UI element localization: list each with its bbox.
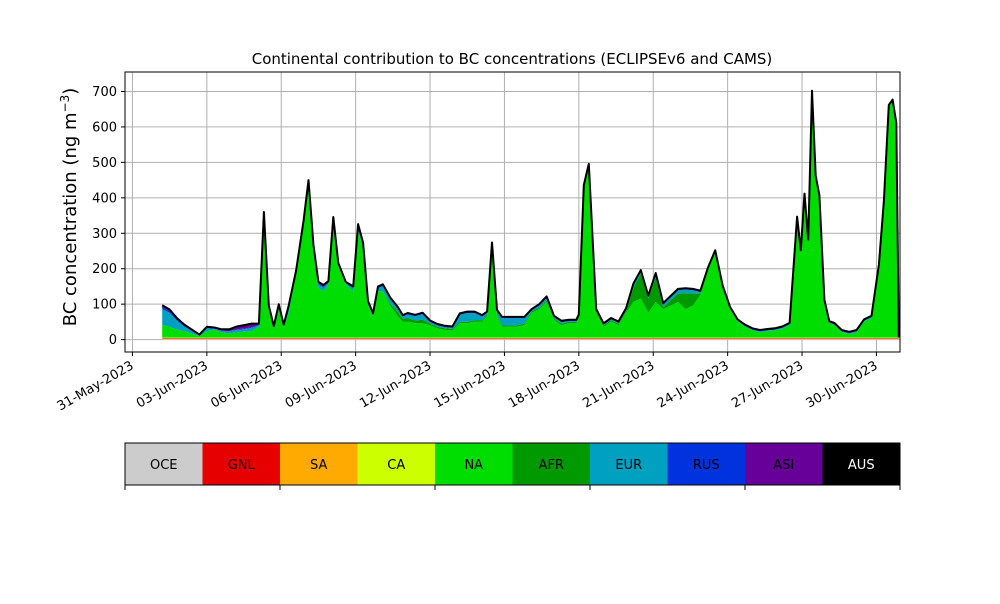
y-axis-label: BC concentration (ng m−3) [58, 88, 81, 327]
color-legend: OCE GNL SA CA NA AFR EUR RUS ASI AUS [125, 443, 900, 490]
legend-label-gnl: GNL [228, 458, 256, 473]
y-tick-label: 400 [92, 191, 117, 206]
area-oce [162, 339, 899, 340]
x-tick-label: 30-Jun-2023 [804, 358, 881, 411]
legend-label-afr: AFR [539, 458, 564, 473]
legend-label-na: NA [464, 458, 483, 473]
x-tick-label: 24-Jun-2023 [655, 358, 732, 411]
area-na [162, 93, 899, 338]
legend-label-sa: SA [310, 458, 327, 473]
y-tick-label: 100 [92, 298, 117, 313]
x-axis-ticks: 31-May-202303-Jun-202306-Jun-202309-Jun-… [55, 352, 881, 414]
x-tick-label: 03-Jun-2023 [134, 358, 211, 411]
x-tick-label: 21-Jun-2023 [580, 358, 657, 411]
grid-lines [125, 72, 900, 352]
legend-label-oce: OCE [150, 458, 178, 473]
y-tick-label: 700 [92, 85, 117, 100]
chart-title: Continental contribution to BC concentra… [252, 50, 773, 68]
y-tick-label: 500 [92, 156, 117, 171]
y-tick-label: 0 [109, 333, 117, 348]
x-tick-label: 31-May-2023 [55, 358, 137, 414]
y-axis-ticks: 0 100 200 300 400 500 600 700 [92, 85, 125, 348]
area-afr [162, 93, 899, 338]
area-asi [162, 91, 899, 338]
x-tick-label: 18-Jun-2023 [506, 358, 583, 411]
legend-label-asi: ASI [773, 458, 794, 473]
stacked-area-layers [162, 91, 899, 340]
x-tick-label: 12-Jun-2023 [357, 358, 434, 411]
y-tick-label: 300 [92, 227, 117, 242]
legend-label-aus: AUS [848, 458, 875, 473]
y-tick-label: 600 [92, 120, 117, 135]
plot-frame [125, 72, 900, 352]
legend-label-eur: EUR [615, 458, 642, 473]
legend-label-ca: CA [387, 458, 405, 473]
y-axis-label-exponent: −3 [58, 95, 72, 113]
legend-label-rus: RUS [693, 458, 720, 473]
x-tick-label: 06-Jun-2023 [208, 358, 285, 411]
x-tick-label: 09-Jun-2023 [283, 358, 360, 411]
x-tick-label: 27-Jun-2023 [729, 358, 806, 411]
area-rus [162, 92, 899, 338]
area-eur [162, 92, 899, 337]
y-tick-label: 200 [92, 262, 117, 277]
area-aus [162, 91, 899, 338]
x-tick-label: 15-Jun-2023 [432, 358, 509, 411]
total-line [162, 91, 899, 338]
y-axis-label-main: BC concentration (ng m [60, 112, 81, 326]
y-axis-label-close: ) [60, 88, 81, 95]
area-sa [162, 338, 899, 339]
total-outline-layer [162, 91, 899, 338]
